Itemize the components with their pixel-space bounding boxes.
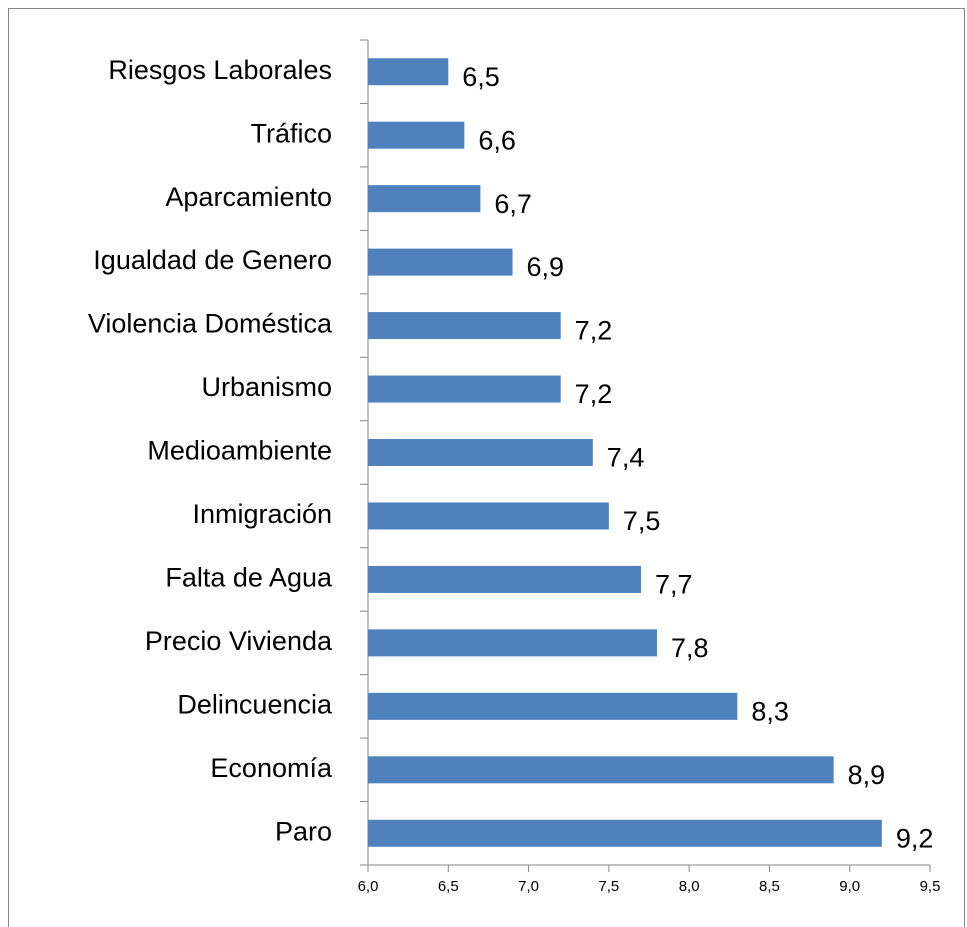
x-tick-label: 8,5 <box>759 878 780 895</box>
value-label: 6,5 <box>462 62 500 92</box>
value-label: 8,3 <box>751 696 789 726</box>
x-tick-label: 6,5 <box>438 878 459 895</box>
category-label: Delincuencia <box>177 689 333 719</box>
bar <box>368 565 641 593</box>
bar <box>368 629 658 657</box>
bar <box>368 819 882 847</box>
value-label: 8,9 <box>848 760 886 790</box>
value-label: 6,9 <box>527 252 565 282</box>
bar <box>368 121 465 149</box>
category-label: Tráfico <box>250 118 332 148</box>
value-label: 7,8 <box>671 633 709 663</box>
category-label: Inmigración <box>192 499 332 529</box>
bar <box>368 248 513 276</box>
category-label: Paro <box>275 816 332 846</box>
bar <box>368 439 593 466</box>
bar <box>368 692 738 720</box>
bar <box>368 375 561 403</box>
bar <box>368 756 834 784</box>
value-label: 6,6 <box>478 125 516 155</box>
value-label: 6,7 <box>494 189 532 219</box>
bar <box>368 312 561 340</box>
bar <box>368 185 481 213</box>
value-label: 7,5 <box>623 506 661 536</box>
value-label: 9,2 <box>896 823 934 853</box>
category-label: Urbanismo <box>201 372 332 402</box>
value-label: 7,7 <box>655 570 693 600</box>
x-tick-label: 6,0 <box>358 878 379 895</box>
x-tick-label: 7,0 <box>518 878 539 895</box>
category-label: Medioambiente <box>147 436 332 466</box>
category-label: Riesgos Laborales <box>108 55 332 85</box>
value-label: 7,2 <box>575 316 613 346</box>
category-label: Falta de Agua <box>165 563 333 593</box>
value-label: 7,4 <box>607 443 645 473</box>
category-label: Violencia Doméstica <box>88 309 333 339</box>
category-label: Precio Vivienda <box>145 626 333 656</box>
bar <box>368 502 609 530</box>
category-label: Aparcamiento <box>165 182 332 212</box>
category-label: Economía <box>210 753 333 783</box>
x-tick-label: 7,5 <box>598 878 619 895</box>
x-tick-label: 9,0 <box>839 878 860 895</box>
category-label: Igualdad de Genero <box>93 245 332 275</box>
value-label: 7,2 <box>575 379 613 409</box>
bar <box>368 58 449 86</box>
x-tick-label: 8,0 <box>679 878 700 895</box>
chart-frame <box>8 8 965 927</box>
x-tick-label: 9,5 <box>920 878 941 895</box>
